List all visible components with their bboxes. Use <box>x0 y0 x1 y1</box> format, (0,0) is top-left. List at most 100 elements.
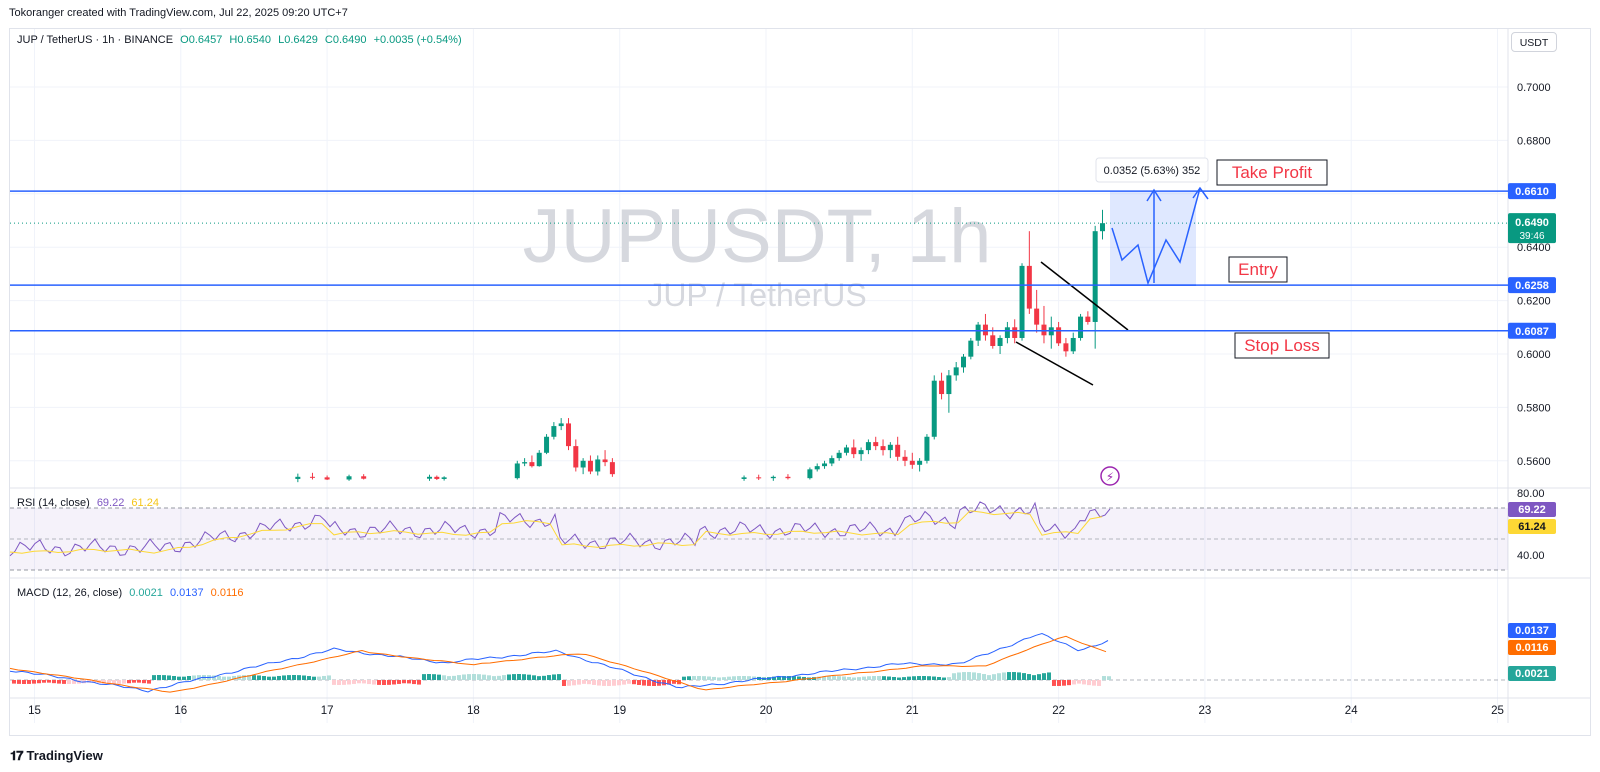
macd-histogram-bar <box>857 677 861 680</box>
macd-hist-badge <box>1508 666 1556 681</box>
candle-body <box>346 476 352 480</box>
macd-histogram-bar <box>872 676 876 680</box>
candle-body <box>309 476 315 478</box>
macd-histogram-bar <box>1032 675 1036 680</box>
macd-signal-label: 0.0116 <box>1515 642 1548 654</box>
candle-body <box>1099 223 1105 232</box>
price-tick-label: 0.6000 <box>1517 349 1551 361</box>
macd-histogram-bar <box>1107 676 1111 680</box>
macd-histogram-bar <box>37 680 41 684</box>
macd-histogram-bar <box>692 676 696 680</box>
macd-histogram-bar <box>1062 680 1066 686</box>
currency-button[interactable]: USDT <box>1511 32 1557 52</box>
watermark-symbol: JUPUSDT, 1h <box>523 194 992 279</box>
macd-histogram-bar <box>312 676 316 680</box>
macd-histogram-bar <box>922 676 926 680</box>
macd-legend-label: MACD (12, 26, close) <box>17 587 123 599</box>
macd-histogram-bar <box>1042 673 1046 680</box>
time-tick-label: 16 <box>174 705 187 717</box>
candle-body <box>544 436 550 453</box>
macd-histogram-bar <box>522 674 526 680</box>
candle-body <box>924 436 930 461</box>
candle-body <box>1056 327 1062 344</box>
level-price-label: 0.6258 <box>1515 280 1549 292</box>
tradingview-logo[interactable]: 𝟏𝟕 TradingView <box>10 748 103 764</box>
macd-histogram-bar <box>92 680 96 683</box>
macd-legend[interactable]: MACD (12, 26, close) 0.0021 0.0137 0.011… <box>17 587 243 599</box>
wedge-upper-trendline <box>1040 261 1129 331</box>
candle-body <box>917 460 923 465</box>
macd-histogram-bar <box>462 674 466 680</box>
macd-histogram-bar <box>327 675 331 680</box>
header-credit: Tokoranger created with TradingView.com,… <box>9 7 348 19</box>
candle-body <box>441 477 447 479</box>
candle-body <box>1026 265 1032 309</box>
macd-histogram-bar <box>722 677 726 680</box>
candle-body <box>434 476 440 479</box>
candle-body <box>843 447 849 453</box>
macd-histogram-bar <box>352 680 356 684</box>
level-annotation-box <box>1228 256 1288 283</box>
open-value: O0.6457 <box>180 34 223 46</box>
macd-histogram-bar <box>392 680 396 685</box>
macd-histogram-bar <box>577 680 581 685</box>
macd-histogram-bar <box>797 676 801 680</box>
level-annotation-box <box>1216 159 1328 186</box>
macd-histogram-bar <box>322 675 326 680</box>
macd-histogram-bar <box>372 680 376 685</box>
macd-histogram-bar <box>862 676 866 680</box>
macd-histogram-bar <box>787 676 791 680</box>
change-value: +0.0035 (+0.54%) <box>373 34 462 46</box>
macd-histogram-bar <box>292 675 296 680</box>
chart-frame <box>9 28 1591 736</box>
macd-histogram-bar <box>682 676 686 680</box>
macd-histogram-bar <box>337 680 341 685</box>
macd-histogram-bar <box>552 674 556 680</box>
candle-body <box>1070 337 1076 352</box>
macd-histogram-bar <box>172 675 176 680</box>
macd-histogram-bar <box>822 676 826 680</box>
macd-histogram-bar <box>307 676 311 680</box>
candle-body <box>975 324 981 341</box>
time-tick-label: 20 <box>760 705 773 717</box>
macd-histogram-bar <box>432 674 436 680</box>
macd-histogram-bar <box>912 676 916 680</box>
time-tick-label: 23 <box>1199 705 1212 717</box>
last-price-label: 0.6490 <box>1515 217 1549 229</box>
macd-histogram-bar <box>532 675 536 680</box>
macd-histogram-bar <box>277 675 281 680</box>
price-tick-label: 0.6400 <box>1517 242 1551 254</box>
macd-histogram-bar <box>617 680 621 686</box>
time-tick-label: 19 <box>613 705 626 717</box>
rsi-legend[interactable]: RSI (14, close) 69.22 61.24 <box>17 497 159 509</box>
macd-histogram-bar <box>42 680 46 683</box>
macd-histogram-bar <box>947 677 951 680</box>
price-tick-label: 0.6200 <box>1517 296 1551 308</box>
candle-body <box>609 462 615 475</box>
candle-body <box>968 340 974 357</box>
macd-histogram-bar <box>262 676 266 680</box>
time-tick-label: 21 <box>906 705 919 717</box>
macd-histogram-bar <box>927 676 931 680</box>
macd-histogram-bar <box>377 680 381 685</box>
macd-histogram-bar <box>772 676 776 680</box>
macd-histogram-bar <box>652 680 656 686</box>
macd-value-badge <box>1508 623 1556 638</box>
candle-body <box>295 476 301 479</box>
macd-histogram-bar <box>47 680 51 683</box>
candle-body <box>836 452 842 459</box>
symbol-name[interactable]: JUP / TetherUS · 1h · BINANCE <box>17 34 174 46</box>
macd-histogram-bar <box>877 676 881 680</box>
macd-signal-line <box>9 635 1107 693</box>
price-tick-label: 0.7000 <box>1517 82 1551 94</box>
rsi-line <box>9 501 1111 557</box>
macd-value-label: 0.0137 <box>1515 625 1549 637</box>
macd-histogram-bar <box>687 676 691 680</box>
price-tick-label: 0.5600 <box>1517 456 1551 468</box>
candle-body <box>829 458 835 464</box>
macd-histogram-bar <box>1097 680 1101 686</box>
time-tick-label: 24 <box>1345 705 1358 717</box>
macd-histogram-bar <box>282 675 286 680</box>
candle-body <box>865 442 871 451</box>
